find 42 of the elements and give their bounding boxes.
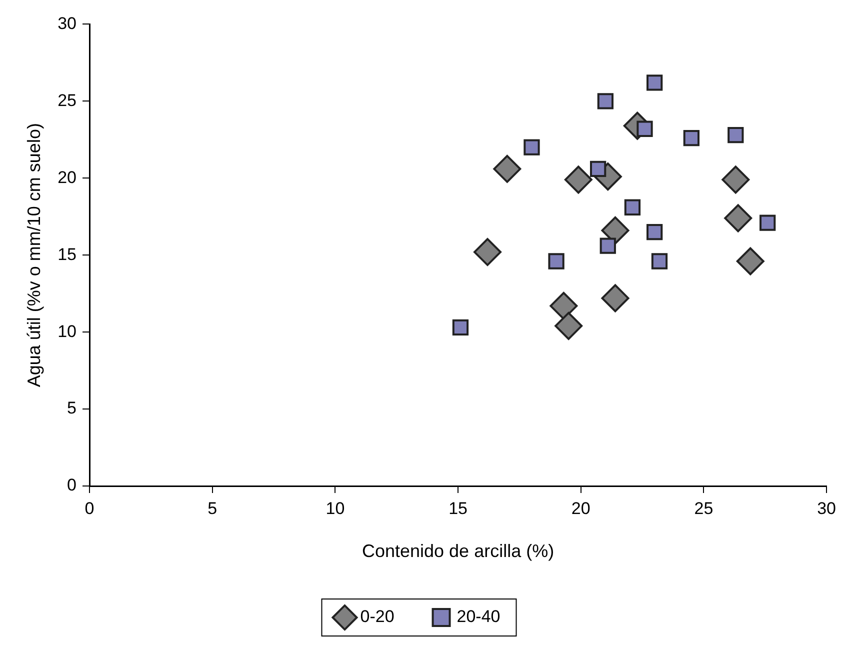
y-tick-label: 10 xyxy=(58,322,77,341)
point xyxy=(636,120,653,137)
x-tick-label: 10 xyxy=(326,498,345,518)
point xyxy=(600,238,616,254)
y-tick-label: 30 xyxy=(58,14,77,33)
point xyxy=(722,166,750,194)
point xyxy=(550,292,578,320)
point xyxy=(624,199,641,216)
point xyxy=(493,154,522,183)
x-tick-label: 25 xyxy=(694,498,714,518)
legend-label: 20-40 xyxy=(456,607,500,626)
y-tick-label: 25 xyxy=(58,90,77,110)
x-tick-label: 0 xyxy=(84,498,94,518)
y-tick-label: 20 xyxy=(58,168,77,187)
point xyxy=(601,216,630,244)
x-tick-label: 15 xyxy=(448,498,468,518)
point xyxy=(452,319,469,336)
point xyxy=(724,204,752,232)
x-tick-label: 20 xyxy=(571,498,590,518)
point xyxy=(554,312,583,340)
point xyxy=(597,93,614,110)
point xyxy=(736,247,764,276)
point xyxy=(646,224,663,240)
point xyxy=(548,253,564,270)
x-tick-label: 5 xyxy=(208,498,218,518)
point xyxy=(646,74,663,91)
legend-label: 0-20 xyxy=(360,607,394,626)
point xyxy=(683,130,700,146)
point xyxy=(474,238,502,266)
point xyxy=(601,284,630,312)
y-tick-label: 5 xyxy=(67,398,77,418)
y-tick-label: 15 xyxy=(58,244,77,264)
x-tick-label: 30 xyxy=(817,498,836,518)
point xyxy=(760,214,776,231)
point xyxy=(651,253,668,270)
point xyxy=(728,126,744,144)
y-tick-label: 0 xyxy=(67,476,77,495)
x-axis-title: Contenido de arcilla (%) xyxy=(362,541,554,562)
point xyxy=(590,160,606,177)
point xyxy=(564,166,592,194)
point xyxy=(524,139,540,156)
y-axis-title: Agua útil (%v o mm/10 cm suelo) xyxy=(24,123,44,388)
